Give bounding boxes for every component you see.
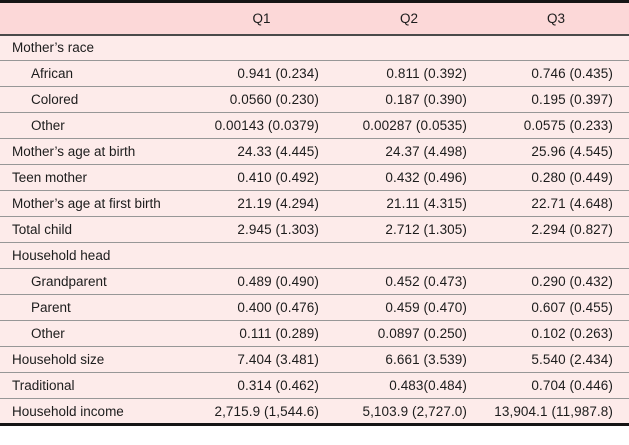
cell-value: 21.19 (4.294) [188,190,335,217]
cell-value: 0.704 (0.446) [483,372,629,399]
row-label: Total child [0,216,188,243]
row-label: Mother’s age at first birth [0,190,188,217]
cell-value: 21.11 (4.315) [335,190,483,217]
row-label: Parent [0,294,188,321]
cell-value: 2.294 (0.827) [483,216,629,243]
table-header-row: Q1 Q2 Q3 [0,1,629,36]
cell-value: 0.400 (0.476) [188,294,335,321]
cell-value: 22.71 (4.648) [483,190,629,217]
cell-value: 5.540 (2.434) [483,346,629,373]
summary-statistics-table: Q1 Q2 Q3 Mother’s race African 0.941 (0.23… [0,0,629,426]
cell-value: 0.452 (0.473) [335,268,483,295]
cell-value: 25.96 (4.545) [483,138,629,165]
column-header-blank [0,1,188,36]
table-row: Household size 7.404 (3.481) 6.661 (3.539)… [0,346,629,373]
cell-value: 24.33 (4.445) [188,138,335,165]
section-row-label: Mother’s race [0,34,188,61]
cell-value [335,34,483,61]
cell-value: 0.280 (0.449) [483,164,629,191]
cell-value: 0.00287 (0.0535) [335,112,483,139]
table-row: African 0.941 (0.234) 0.811 (0.392) 0.746 (… [0,60,629,87]
cell-value: 2,715.9 (1,544.6) [188,398,335,425]
row-label: Household income [0,398,188,425]
cell-value: 0.0897 (0.250) [335,320,483,347]
cell-value [483,242,629,269]
cell-value: 0.111 (0.289) [188,320,335,347]
row-label: Colored [0,86,188,113]
cell-value: 0.432 (0.496) [335,164,483,191]
row-label: Mother’s age at birth [0,138,188,165]
table-row: Mother’s age at birth 24.33 (4.445) 24.37 … [0,138,629,165]
cell-value: 0.489 (0.490) [188,268,335,295]
cell-value [335,242,483,269]
cell-value [483,34,629,61]
table-row: Total child 2.945 (1.303) 2.712 (1.305) 2.2… [0,216,629,243]
cell-value: 0.410 (0.492) [188,164,335,191]
section-row-label: Household head [0,242,188,269]
cell-value: 0.314 (0.462) [188,372,335,399]
cell-value: 0.102 (0.263) [483,320,629,347]
row-label: Traditional [0,372,188,399]
cell-value: 0.290 (0.432) [483,268,629,295]
table-body: Mother’s race African 0.941 (0.234) 0.811 (… [0,34,629,425]
row-label: Other [0,320,188,347]
table-row: Colored 0.0560 (0.230) 0.187 (0.390) 0.195 … [0,86,629,113]
cell-value: 5,103.9 (2,727.0) [335,398,483,425]
cell-value: 6.661 (3.539) [335,346,483,373]
column-header-q2: Q2 [335,1,483,36]
table-row: Parent 0.400 (0.476) 0.459 (0.470) 0.607 (0… [0,294,629,321]
table-row: Teen mother 0.410 (0.492) 0.432 (0.496) 0.2… [0,164,629,191]
table-row: Mother’s race [0,34,629,61]
row-label: African [0,60,188,87]
table-row: Household head [0,242,629,269]
cell-value: 2.712 (1.305) [335,216,483,243]
cell-value: 0.195 (0.397) [483,86,629,113]
row-label: Household size [0,346,188,373]
cell-value: 2.945 (1.303) [188,216,335,243]
table-row: Household income 2,715.9 (1,544.6) 5,103.9… [0,398,629,425]
cell-value: 0.187 (0.390) [335,86,483,113]
cell-value: 24.37 (4.498) [335,138,483,165]
cell-value: 0.00143 (0.0379) [188,112,335,139]
column-header-q3: Q3 [483,1,629,36]
cell-value: 0.746 (0.435) [483,60,629,87]
row-label: Other [0,112,188,139]
cell-value: 7.404 (3.481) [188,346,335,373]
cell-value: 0.941 (0.234) [188,60,335,87]
table-row: Grandparent 0.489 (0.490) 0.452 (0.473) 0.2… [0,268,629,295]
cell-value [188,34,335,61]
table-row: Traditional 0.314 (0.462) 0.483(0.484) 0.70… [0,372,629,399]
column-header-q1: Q1 [188,1,335,36]
cell-value: 0.0560 (0.230) [188,86,335,113]
cell-value: 13,904.1 (11,987.8) [483,398,629,425]
cell-value: 0.483(0.484) [335,372,483,399]
cell-value [188,242,335,269]
table-row: Mother’s age at first birth 21.19 (4.294)… [0,190,629,217]
table-row: Other 0.111 (0.289) 0.0897 (0.250) 0.102 (0… [0,320,629,347]
cell-value: 0.607 (0.455) [483,294,629,321]
row-label: Teen mother [0,164,188,191]
cell-value: 0.811 (0.392) [335,60,483,87]
table-row: Other 0.00143 (0.0379) 0.00287 (0.0535) 0.0… [0,112,629,139]
cell-value: 0.459 (0.470) [335,294,483,321]
row-label: Grandparent [0,268,188,295]
cell-value: 0.0575 (0.233) [483,112,629,139]
